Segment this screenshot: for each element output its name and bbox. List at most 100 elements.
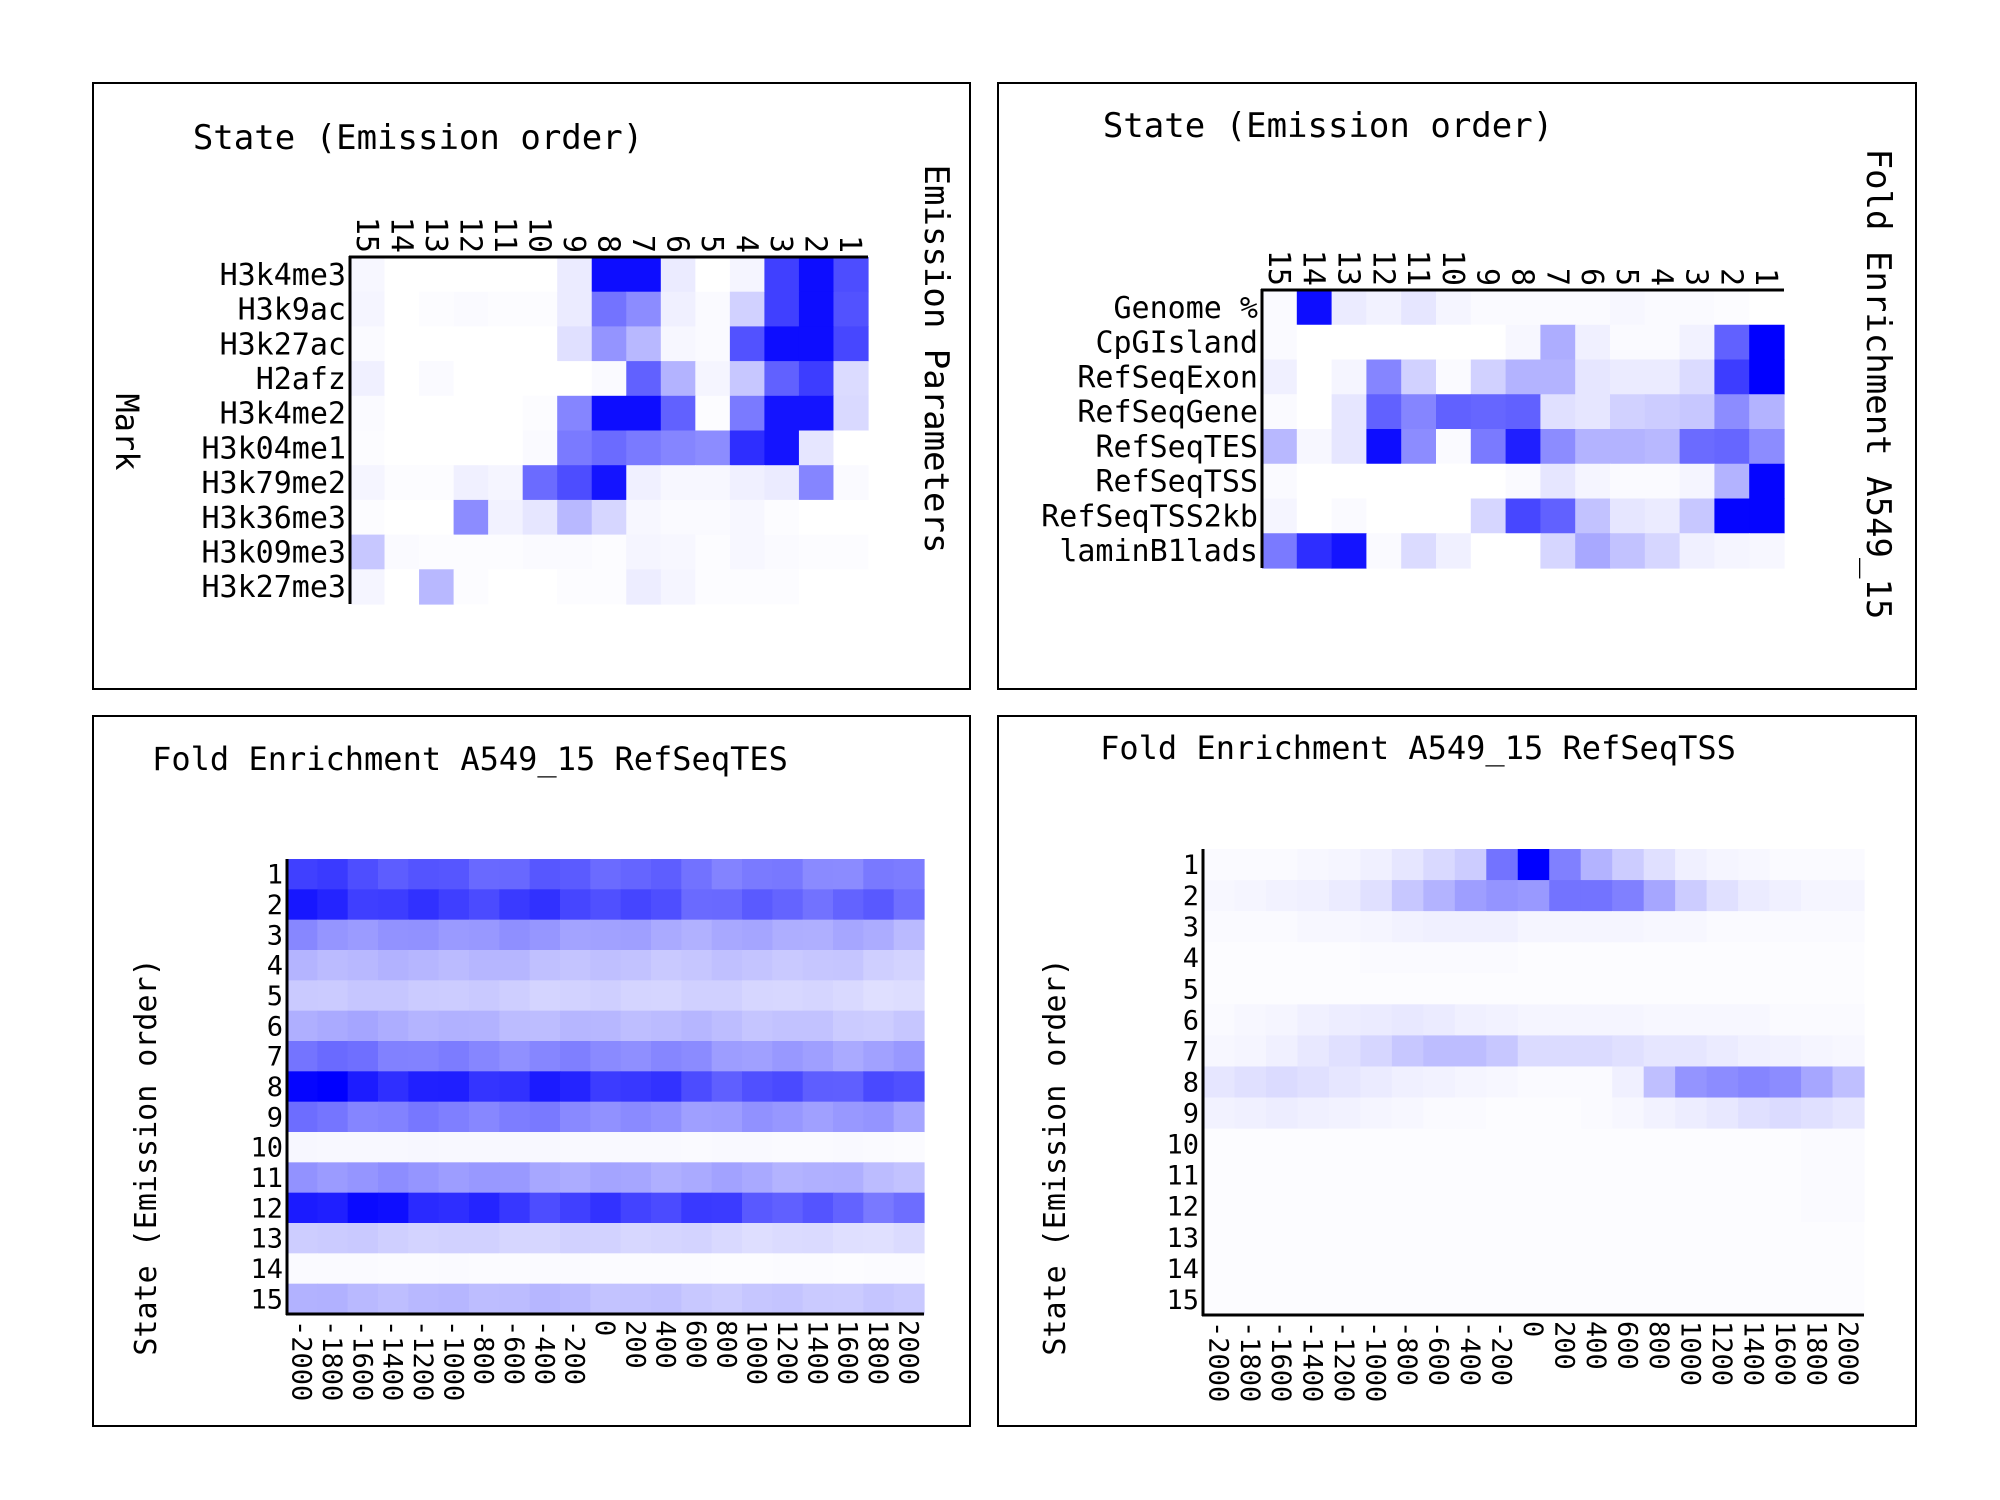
heatmap-cell [1832, 1283, 1865, 1316]
row-label: 5 [267, 981, 283, 1012]
heatmap-cell [620, 1162, 652, 1194]
row-label: 9 [267, 1102, 283, 1133]
heatmap-cell [347, 980, 379, 1012]
heatmap-cell [681, 1223, 713, 1254]
heatmap-cell [1643, 1066, 1676, 1099]
heatmap-cell [1738, 1252, 1771, 1285]
heatmap-cell [626, 361, 662, 397]
heatmap-cell [560, 980, 591, 1012]
heatmap-cell [1262, 429, 1298, 465]
heatmap-cell [1486, 880, 1519, 912]
heatmap-cell [798, 361, 835, 397]
heatmap-cell [1517, 1066, 1550, 1099]
heatmap-cell [1801, 1190, 1834, 1223]
heatmap-cell [560, 1162, 591, 1194]
heatmap-cell [1486, 1004, 1519, 1036]
x-tick-label: -800 [468, 1320, 499, 1385]
heatmap-cell [695, 395, 731, 432]
heatmap-cell [1328, 880, 1361, 912]
heatmap-cell [620, 1041, 652, 1072]
heatmap-cell [651, 1101, 682, 1133]
heatmap-cell [384, 465, 420, 501]
heatmap-cell [1486, 1221, 1519, 1254]
heatmap-cell [1675, 1159, 1708, 1192]
heatmap-cell [1360, 1190, 1393, 1223]
heatmap-cell [711, 919, 743, 951]
heatmap-cell [1540, 533, 1576, 569]
heatmap-cell [1296, 498, 1333, 534]
row-label: H3k9ac [238, 293, 346, 328]
column-label: 10 [521, 217, 556, 253]
heatmap-cell [1549, 1097, 1582, 1130]
heatmap-cell [560, 1010, 591, 1042]
heatmap-cell [1265, 849, 1299, 881]
column-label: 2 [1713, 268, 1748, 286]
heatmap-cell [1749, 533, 1785, 569]
heatmap-cell [1679, 533, 1715, 569]
heatmap-cell [1401, 394, 1437, 430]
heatmap-cell [1738, 1004, 1771, 1036]
heatmap-cell [384, 395, 420, 432]
heatmap-cell [557, 499, 593, 536]
heatmap-cell [833, 499, 869, 536]
heatmap-cell [557, 569, 593, 605]
heatmap-cell [1203, 1004, 1236, 1036]
x-tick-label: 1400 [1737, 1321, 1768, 1386]
heatmap-cell [560, 1071, 591, 1103]
heatmap-cell [1612, 1097, 1645, 1130]
heatmap-cell [772, 1283, 804, 1315]
heatmap-cell [1643, 942, 1676, 974]
row-label: H3k04me1 [202, 431, 347, 466]
heatmap-cell [1769, 1252, 1802, 1285]
heatmap-cell [1679, 498, 1715, 534]
heatmap-cell [695, 465, 731, 501]
heatmap-cell [438, 950, 470, 981]
emission-y-title: Mark [108, 393, 146, 470]
column-label: 3 [763, 235, 798, 253]
heatmap-cell [522, 499, 558, 536]
heatmap-cell [1454, 880, 1487, 912]
heatmap-cell [1391, 911, 1424, 943]
heatmap-cell [1769, 1128, 1802, 1161]
heatmap-cell [764, 361, 800, 397]
heatmap-cell [1549, 942, 1582, 974]
x-tick-label: 800 [710, 1320, 741, 1369]
column-label: 11 [1400, 250, 1435, 286]
heatmap-cell [1738, 1190, 1771, 1223]
heatmap-cell [1297, 1004, 1330, 1036]
heatmap-cell [317, 889, 349, 921]
tss-heatmap: Fold Enrichment A549_15 RefSeqTSS State … [1038, 729, 1865, 1402]
heatmap-cell [408, 1132, 440, 1163]
heatmap-cell [1436, 394, 1472, 430]
heatmap-cell [287, 1041, 318, 1072]
heatmap-cell [378, 1192, 409, 1224]
heatmap-cell [408, 1162, 440, 1194]
heatmap-cell [1203, 1283, 1236, 1316]
heatmap-cell [1262, 533, 1298, 569]
heatmap-cell [1360, 880, 1393, 912]
heatmap-cell [798, 326, 835, 362]
heatmap-cell [772, 980, 804, 1012]
heatmap-cell [802, 1223, 834, 1254]
heatmap-cell [469, 950, 500, 981]
heatmap-cell [711, 1041, 743, 1072]
heatmap-cell [1234, 1035, 1267, 1068]
heatmap-cell [798, 395, 835, 432]
heatmap-cell [1517, 849, 1550, 881]
heatmap-cell [711, 980, 743, 1012]
heatmap-cell [1517, 942, 1550, 974]
heatmap-cell [772, 1132, 804, 1163]
heatmap-cell [522, 291, 558, 327]
heatmap-cell [681, 950, 713, 981]
heatmap-cell [711, 1192, 743, 1224]
heatmap-cell [802, 1253, 834, 1285]
heatmap-cell [1801, 1128, 1834, 1161]
heatmap-cell [1612, 911, 1645, 943]
heatmap-cell [529, 1253, 561, 1285]
heatmap-cell [469, 1071, 500, 1103]
heatmap-cell [1505, 498, 1541, 534]
row-label: 6 [267, 1011, 283, 1042]
heatmap-cell [1486, 1159, 1519, 1192]
column-label: 15 [349, 217, 384, 253]
heatmap-cell [802, 980, 834, 1012]
